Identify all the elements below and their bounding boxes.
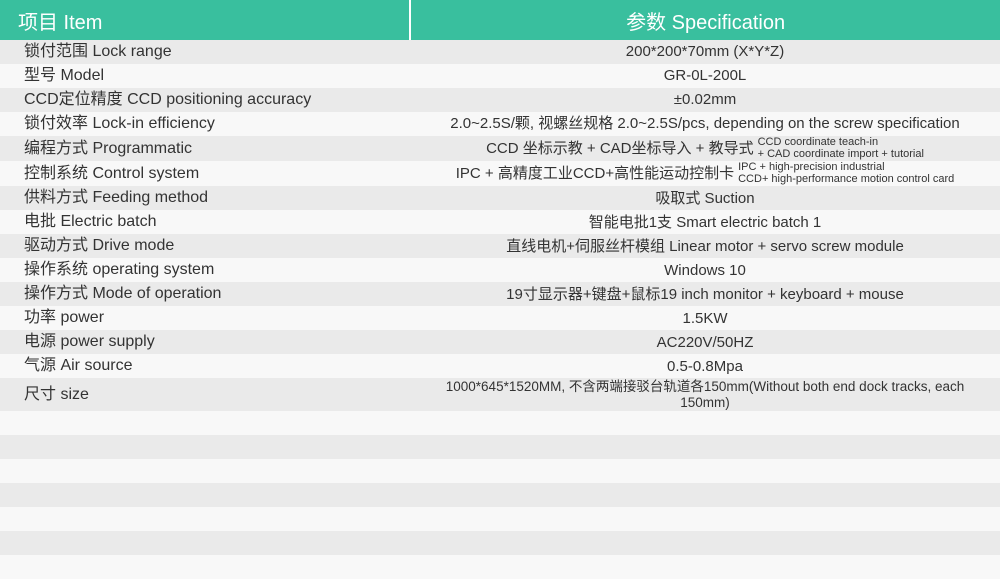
- spec-text: 0.5-0.8Mpa: [667, 358, 743, 375]
- spec-cell: GR-0L-200L: [410, 64, 1000, 88]
- spec-text: 200*200*70mm (X*Y*Z): [626, 43, 784, 60]
- table-row: 尺寸 size 1000*645*1520MM, 不含两端接驳台轨道各150mm(…: [0, 378, 1000, 411]
- item-cell: 编程方式 Programmatic: [0, 136, 410, 161]
- spec-cell: 直线电机+伺服丝杆模组 Linear motor + servo screw m…: [410, 234, 1000, 258]
- spec-text: 1000*645*1520MM, 不含两端接驳台轨道各150mm(Without…: [420, 379, 990, 410]
- item-cell: CCD定位精度 CCD positioning accuracy: [0, 88, 410, 112]
- table-row: 操作系统 operating system Windows 10: [0, 258, 1000, 282]
- item-cell: 型号 Model: [0, 64, 410, 88]
- item-cell: 气源 Air source: [0, 354, 410, 378]
- table-row-empty: [0, 435, 1000, 459]
- table-row-empty: [0, 483, 1000, 507]
- table-row: 锁付效率 Lock-in efficiency 2.0~2.5S/颗, 视螺丝规格…: [0, 112, 1000, 136]
- table-row: CCD定位精度 CCD positioning accuracy ±0.02mm: [0, 88, 1000, 112]
- spec-text: Windows 10: [664, 262, 746, 279]
- spec-table: 项目 Item 参数 Specification 锁付范围 Lock range…: [0, 0, 1000, 579]
- item-cell: 锁付效率 Lock-in efficiency: [0, 112, 410, 136]
- table-row: 功率 power 1.5KW: [0, 306, 1000, 330]
- spec-text: IPC + 高精度工业CCD+高性能运动控制卡: [456, 165, 734, 182]
- table-row: 电源 power supply AC220V/50HZ: [0, 330, 1000, 354]
- item-cell: 操作方式 Mode of operation: [0, 282, 410, 306]
- table-header-row: 项目 Item 参数 Specification: [0, 0, 1000, 40]
- table-row-empty: [0, 507, 1000, 531]
- table-row: 供料方式 Feeding method 吸取式 Suction: [0, 186, 1000, 210]
- table-row: 锁付范围 Lock range 200*200*70mm (X*Y*Z): [0, 40, 1000, 64]
- spec-cell: CCD 坐标示教 + CAD坐标导入 + 教导式CCD coordinate t…: [410, 136, 1000, 161]
- spec-text: 智能电批1支 Smart electric batch 1: [589, 214, 822, 231]
- spec-text: CCD 坐标示教 + CAD坐标导入 + 教导式: [486, 140, 754, 157]
- table-row: 电批 Electric batch 智能电批1支 Smart electric b…: [0, 210, 1000, 234]
- item-cell: 控制系统 Control system: [0, 161, 410, 186]
- table-row-empty: [0, 459, 1000, 483]
- item-cell: 尺寸 size: [0, 378, 410, 411]
- spec-cell: ±0.02mm: [410, 88, 1000, 112]
- spec-text: 19寸显示器+键盘+鼠标19 inch monitor + keyboard +…: [506, 286, 904, 303]
- table-row-empty: [0, 411, 1000, 435]
- table-row: 控制系统 Control systemIPC + 高精度工业CCD+高性能运动控…: [0, 161, 1000, 186]
- spec-cell: 0.5-0.8Mpa: [410, 354, 1000, 378]
- item-cell: 操作系统 operating system: [0, 258, 410, 282]
- spec-text: 吸取式 Suction: [655, 190, 754, 207]
- spec-cell: Windows 10: [410, 258, 1000, 282]
- table-row: 气源 Air source 0.5-0.8Mpa: [0, 354, 1000, 378]
- header-spec: 参数 Specification: [411, 0, 1000, 40]
- spec-cell: 1000*645*1520MM, 不含两端接驳台轨道各150mm(Without…: [410, 378, 1000, 411]
- table-row-empty: [0, 555, 1000, 579]
- spec-cell: 1.5KW: [410, 306, 1000, 330]
- spec-text: ±0.02mm: [674, 91, 736, 108]
- spec-subtext: IPC + high-precision industrial CCD+ hig…: [738, 162, 954, 185]
- spec-cell: 智能电批1支 Smart electric batch 1: [410, 210, 1000, 234]
- item-cell: 电源 power supply: [0, 330, 410, 354]
- spec-cell: IPC + 高精度工业CCD+高性能运动控制卡IPC + high-precis…: [410, 161, 1000, 186]
- item-cell: 驱动方式 Drive mode: [0, 234, 410, 258]
- item-cell: 电批 Electric batch: [0, 210, 410, 234]
- table-body: 锁付范围 Lock range 200*200*70mm (X*Y*Z) 型号 Mo…: [0, 40, 1000, 579]
- spec-text: AC220V/50HZ: [657, 334, 754, 351]
- item-cell: 功率 power: [0, 306, 410, 330]
- spec-text: GR-0L-200L: [664, 67, 747, 84]
- item-cell: 供料方式 Feeding method: [0, 186, 410, 210]
- spec-cell: 吸取式 Suction: [410, 186, 1000, 210]
- table-row: 编程方式 ProgrammaticCCD 坐标示教 + CAD坐标导入 + 教导…: [0, 136, 1000, 161]
- table-row-empty: [0, 531, 1000, 555]
- table-row: 操作方式 Mode of operation 19寸显示器+键盘+鼠标19 inc…: [0, 282, 1000, 306]
- spec-cell: 2.0~2.5S/颗, 视螺丝规格 2.0~2.5S/pcs, dependin…: [410, 112, 1000, 136]
- spec-text: 2.0~2.5S/颗, 视螺丝规格 2.0~2.5S/pcs, dependin…: [450, 115, 959, 132]
- header-item: 项目 Item: [0, 0, 409, 40]
- spec-text: 1.5KW: [682, 310, 727, 327]
- item-cell: 锁付范围 Lock range: [0, 40, 410, 64]
- spec-text: 直线电机+伺服丝杆模组 Linear motor + servo screw m…: [506, 238, 904, 255]
- table-row: 驱动方式 Drive mode 直线电机+伺服丝杆模组 Linear motor …: [0, 234, 1000, 258]
- spec-cell: AC220V/50HZ: [410, 330, 1000, 354]
- table-row: 型号 Model GR-0L-200L: [0, 64, 1000, 88]
- spec-cell: 19寸显示器+键盘+鼠标19 inch monitor + keyboard +…: [410, 282, 1000, 306]
- spec-cell: 200*200*70mm (X*Y*Z): [410, 40, 1000, 64]
- spec-subtext: CCD coordinate teach-in + CAD coordinate…: [758, 137, 924, 160]
